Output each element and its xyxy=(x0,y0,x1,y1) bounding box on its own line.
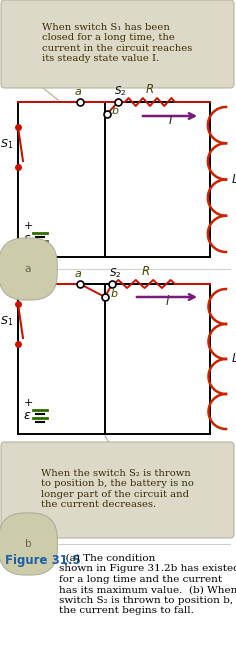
Text: When the switch S₂ is thrown
to position b, the battery is no
longer part of the: When the switch S₂ is thrown to position… xyxy=(41,469,194,509)
Text: Figure 31.5: Figure 31.5 xyxy=(5,554,81,567)
Text: b: b xyxy=(111,106,118,116)
Text: R: R xyxy=(146,83,154,96)
Text: L: L xyxy=(232,173,236,186)
FancyBboxPatch shape xyxy=(1,0,234,88)
Text: i: i xyxy=(165,295,169,308)
Text: b: b xyxy=(110,289,118,299)
Text: I: I xyxy=(168,114,172,127)
Text: $S_1$: $S_1$ xyxy=(0,314,14,328)
Text: $S_2$: $S_2$ xyxy=(114,84,126,98)
Text: +: + xyxy=(23,221,33,231)
Text: $\varepsilon$: $\varepsilon$ xyxy=(23,409,31,422)
Text: $S_2$: $S_2$ xyxy=(109,266,121,280)
Text: L: L xyxy=(232,353,236,366)
Text: +: + xyxy=(23,398,33,408)
Text: a: a xyxy=(75,269,81,279)
Text: R: R xyxy=(141,265,150,278)
Text: When switch S₁ has been
closed for a long time, the
current in the circuit reach: When switch S₁ has been closed for a lon… xyxy=(42,23,193,63)
Text: $S_1$: $S_1$ xyxy=(0,137,14,151)
Text: b: b xyxy=(25,539,31,549)
Text: (a) The condition
shown in Figure 31.2b has existed
for a long time and the curr: (a) The condition shown in Figure 31.2b … xyxy=(59,554,236,615)
Text: a: a xyxy=(25,264,31,274)
Text: a: a xyxy=(75,87,81,97)
Text: $\varepsilon$: $\varepsilon$ xyxy=(23,232,31,245)
FancyBboxPatch shape xyxy=(1,442,234,538)
